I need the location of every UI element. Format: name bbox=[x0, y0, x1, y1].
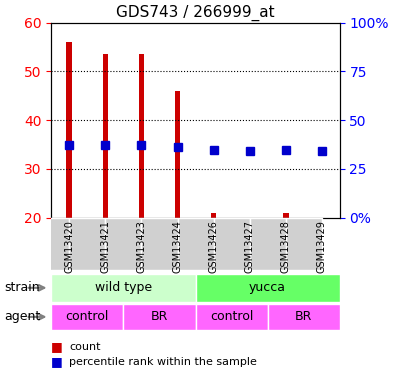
Text: GSM13426: GSM13426 bbox=[209, 220, 218, 273]
Title: GDS743 / 266999_at: GDS743 / 266999_at bbox=[116, 5, 275, 21]
Bar bbox=[175, 91, 181, 218]
Text: BR: BR bbox=[295, 310, 312, 323]
Bar bbox=[103, 54, 108, 217]
FancyBboxPatch shape bbox=[123, 304, 196, 330]
Text: BR: BR bbox=[151, 310, 168, 323]
Text: GSM13424: GSM13424 bbox=[173, 220, 182, 273]
Text: GSM13428: GSM13428 bbox=[280, 220, 291, 273]
FancyBboxPatch shape bbox=[70, 217, 105, 270]
Bar bbox=[139, 54, 144, 217]
FancyBboxPatch shape bbox=[141, 217, 177, 270]
FancyBboxPatch shape bbox=[33, 217, 70, 270]
Text: count: count bbox=[69, 342, 101, 352]
FancyBboxPatch shape bbox=[177, 217, 214, 270]
Text: yucca: yucca bbox=[249, 281, 286, 294]
Text: GSM13421: GSM13421 bbox=[100, 220, 111, 273]
Text: percentile rank within the sample: percentile rank within the sample bbox=[69, 357, 257, 367]
FancyBboxPatch shape bbox=[214, 217, 250, 270]
Bar bbox=[211, 213, 216, 217]
FancyBboxPatch shape bbox=[268, 304, 340, 330]
FancyBboxPatch shape bbox=[196, 304, 268, 330]
Text: GSM13423: GSM13423 bbox=[136, 220, 147, 273]
FancyBboxPatch shape bbox=[51, 304, 123, 330]
Text: ■: ■ bbox=[51, 340, 63, 353]
Text: ■: ■ bbox=[51, 356, 63, 368]
FancyBboxPatch shape bbox=[196, 274, 340, 302]
Bar bbox=[283, 213, 288, 217]
Text: agent: agent bbox=[4, 310, 40, 323]
FancyBboxPatch shape bbox=[51, 274, 196, 302]
Text: strain: strain bbox=[4, 281, 40, 294]
Text: control: control bbox=[66, 310, 109, 323]
FancyBboxPatch shape bbox=[286, 217, 322, 270]
Bar bbox=[66, 42, 72, 218]
FancyBboxPatch shape bbox=[105, 217, 141, 270]
Text: GSM13427: GSM13427 bbox=[245, 220, 255, 273]
FancyBboxPatch shape bbox=[250, 217, 286, 270]
Text: GSM13429: GSM13429 bbox=[317, 220, 327, 273]
Text: GSM13420: GSM13420 bbox=[64, 220, 74, 273]
Text: control: control bbox=[210, 310, 253, 323]
Text: wild type: wild type bbox=[95, 281, 152, 294]
